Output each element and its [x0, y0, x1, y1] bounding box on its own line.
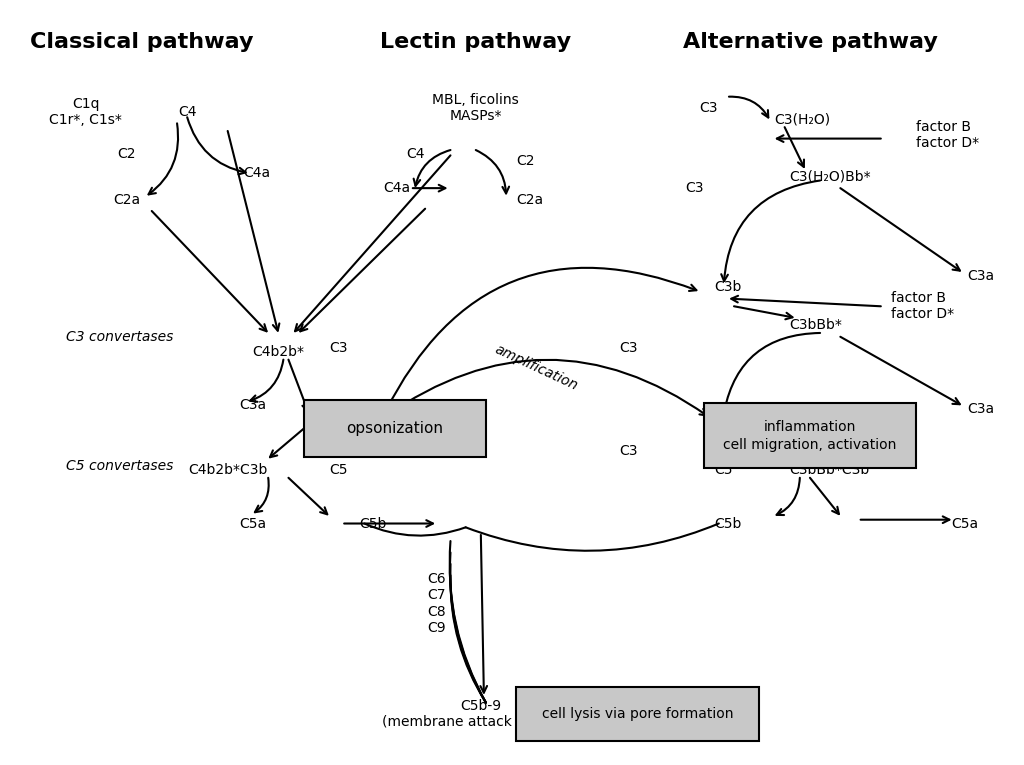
Text: C3b: C3b	[714, 410, 741, 424]
Text: C1q
C1r*, C1s*: C1q C1r*, C1s*	[49, 97, 122, 127]
Text: C2: C2	[117, 147, 135, 161]
Text: C6
C7
C8
C9: C6 C7 C8 C9	[427, 572, 445, 635]
Text: C2a: C2a	[113, 193, 140, 207]
Text: C3a: C3a	[240, 399, 266, 412]
Text: C3: C3	[620, 341, 638, 355]
Text: inflammation
cell migration, activation: inflammation cell migration, activation	[723, 420, 897, 452]
Text: C3 convertases: C3 convertases	[66, 330, 173, 343]
Text: C5 convertases: C5 convertases	[66, 459, 173, 474]
Text: C5b: C5b	[714, 516, 741, 530]
Text: C4: C4	[178, 105, 197, 119]
Text: C2: C2	[516, 155, 535, 168]
Text: C4b2b*: C4b2b*	[252, 345, 304, 359]
Text: C3bBb*C3b: C3bBb*C3b	[790, 463, 870, 477]
Text: C4a: C4a	[243, 166, 270, 180]
Text: C3b: C3b	[318, 410, 346, 424]
Text: C3a: C3a	[967, 269, 994, 283]
Text: C5a: C5a	[951, 516, 979, 530]
Text: C4a: C4a	[383, 181, 410, 195]
Text: cell lysis via pore formation: cell lysis via pore formation	[542, 707, 733, 721]
Text: MBL, ficolins
MASPs*: MBL, ficolins MASPs*	[432, 93, 519, 123]
Text: C5b: C5b	[359, 516, 387, 530]
Text: C4: C4	[407, 147, 425, 161]
Text: C3bBb*: C3bBb*	[790, 318, 843, 332]
FancyBboxPatch shape	[304, 399, 486, 457]
Text: C4b2b*C3b: C4b2b*C3b	[188, 463, 267, 477]
Text: Lectin pathway: Lectin pathway	[380, 32, 571, 52]
Text: C5b-9
(membrane attack complex): C5b-9 (membrane attack complex)	[382, 699, 581, 729]
FancyBboxPatch shape	[703, 403, 916, 468]
Text: C3: C3	[685, 181, 703, 195]
Text: C2a: C2a	[516, 193, 544, 207]
Text: C3b: C3b	[714, 280, 741, 295]
Text: C3(H₂O)Bb*: C3(H₂O)Bb*	[790, 170, 871, 184]
Text: C3a: C3a	[967, 402, 994, 416]
Text: C5: C5	[714, 463, 732, 477]
Text: amplification: amplification	[493, 342, 581, 392]
Text: C5a: C5a	[240, 516, 266, 530]
FancyBboxPatch shape	[516, 688, 760, 741]
Text: opsonization: opsonization	[346, 421, 443, 436]
Text: C3(H₂O): C3(H₂O)	[774, 112, 830, 126]
Text: factor B
factor D*: factor B factor D*	[891, 291, 954, 321]
Text: C3: C3	[620, 444, 638, 458]
Text: C3: C3	[329, 341, 347, 355]
Text: Alternative pathway: Alternative pathway	[683, 32, 937, 52]
Text: C3: C3	[699, 101, 718, 115]
Text: factor B
factor D*: factor B factor D*	[916, 119, 979, 150]
Text: C5: C5	[329, 463, 347, 477]
Text: Classical pathway: Classical pathway	[30, 32, 253, 52]
